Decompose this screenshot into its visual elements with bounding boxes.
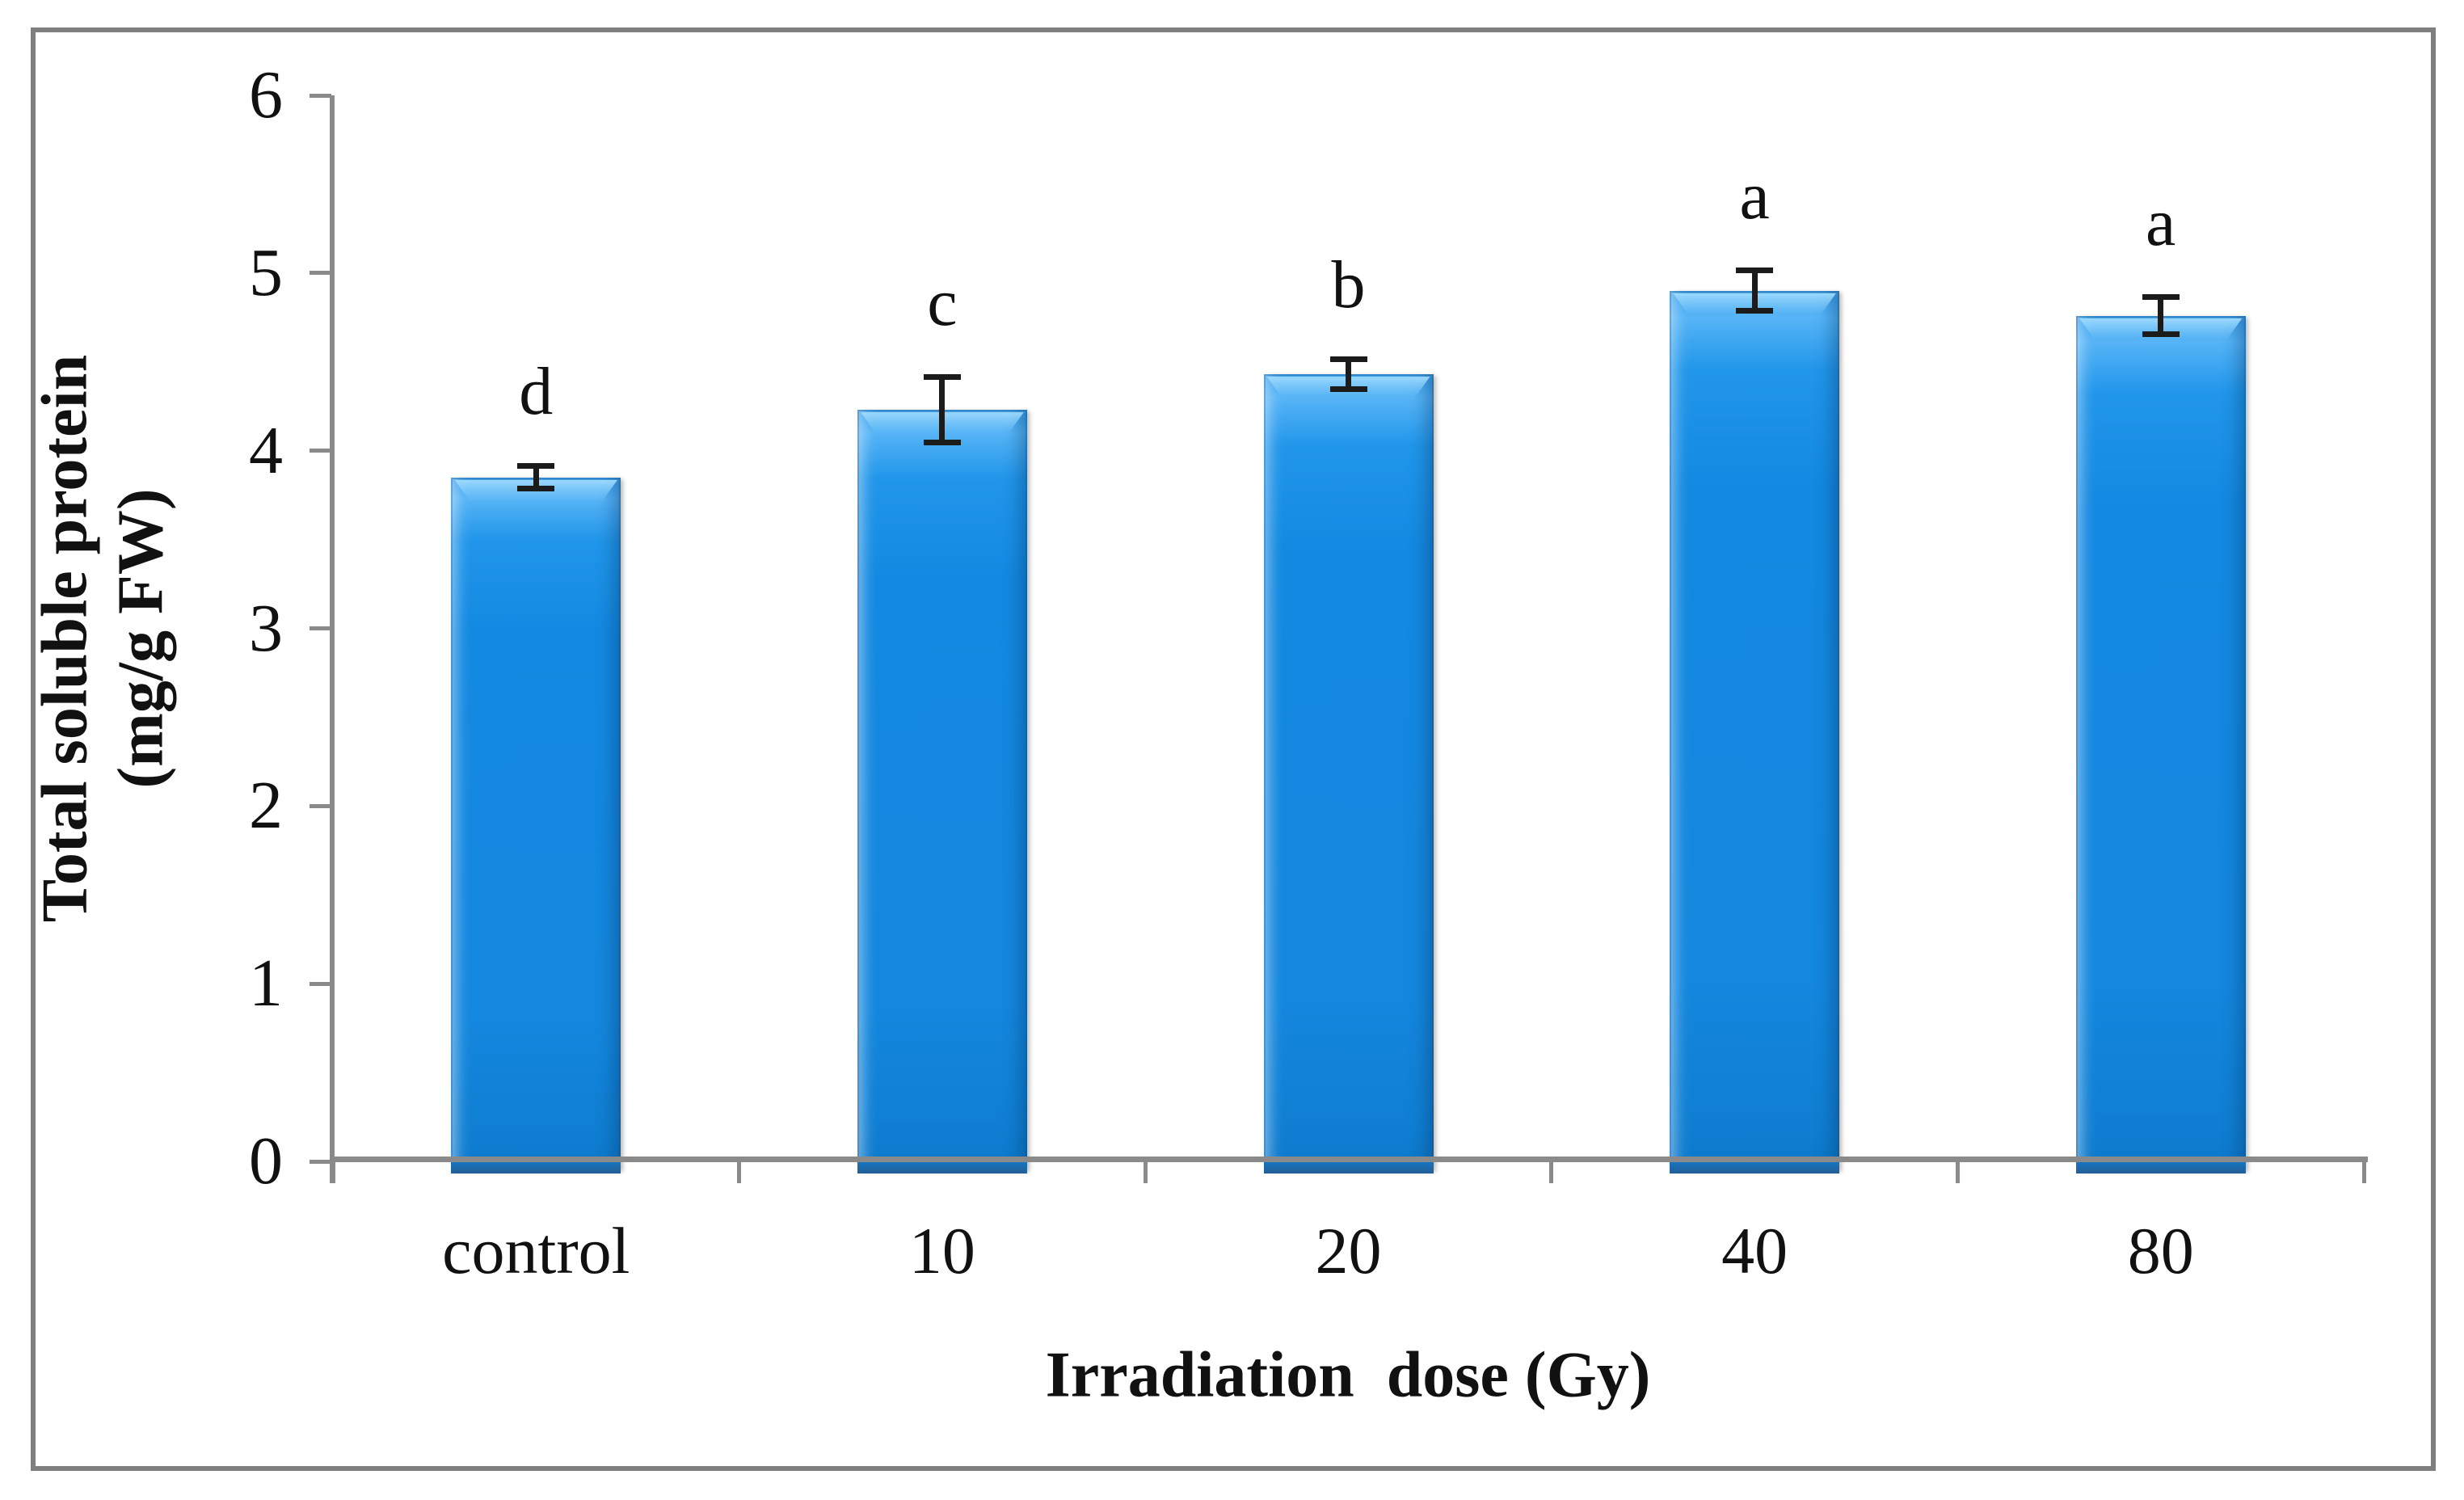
y-axis-tick	[310, 981, 331, 986]
bar-80	[2075, 315, 2246, 1174]
error-bar-cap	[923, 440, 961, 446]
bar-control	[451, 477, 621, 1174]
figure-border	[31, 27, 2436, 1471]
significance-letter-c: c	[927, 265, 958, 341]
error-bar-control	[517, 463, 555, 492]
y-axis-tick	[310, 449, 331, 453]
error-bar-line	[1346, 356, 1351, 393]
error-bar-cap	[517, 463, 555, 470]
y-tick-label: 4	[249, 412, 283, 488]
x-axis-tick	[1549, 1161, 1554, 1183]
y-tick-label: 2	[249, 768, 283, 844]
x-category-label-40: 40	[1721, 1214, 1788, 1287]
error-bar-cap	[1329, 356, 1367, 363]
y-axis-tick	[310, 803, 331, 808]
error-bar-cap	[1736, 268, 1774, 274]
x-axis-title: Irradiation dose (Gy)	[1045, 1339, 1651, 1411]
error-bar-cap	[923, 374, 961, 381]
error-bar-line	[939, 374, 946, 446]
error-bar-cap	[1736, 308, 1774, 314]
x-category-label-10: 10	[908, 1214, 975, 1287]
x-axis-tick	[737, 1161, 742, 1183]
y-axis-tick	[310, 271, 331, 276]
y-tick-label: 6	[249, 57, 283, 133]
y-axis-title-line1: Total soluble protein	[29, 354, 101, 923]
bar-20	[1263, 374, 1434, 1173]
error-bar-20	[1329, 356, 1367, 393]
bar-40	[1670, 290, 1840, 1174]
x-category-label-20: 20	[1315, 1214, 1382, 1287]
x-category-label-80: 80	[2127, 1214, 2194, 1287]
y-axis-title-line2: (mg/g FW)	[106, 488, 177, 789]
y-tick-label: 1	[249, 946, 283, 1022]
error-bar-line	[533, 463, 539, 492]
y-tick-label: 0	[249, 1123, 283, 1199]
error-bar-80	[2142, 294, 2180, 337]
error-bar-40	[1736, 268, 1774, 314]
y-tick-label: 5	[249, 234, 283, 310]
error-bar-line	[1751, 268, 1758, 314]
error-bar-line	[2158, 294, 2164, 337]
significance-letter-a: a	[2146, 185, 2176, 261]
x-axis-line	[330, 1157, 2368, 1162]
y-axis-tick	[310, 626, 331, 630]
y-tick-label: 3	[249, 590, 283, 666]
significance-letter-b: b	[1331, 247, 1366, 323]
error-bar-cap	[1329, 386, 1367, 393]
significance-letter-a: a	[1739, 158, 1770, 234]
error-bar-cap	[517, 486, 555, 492]
x-category-label-control: control	[442, 1214, 630, 1287]
bar-10	[857, 410, 1027, 1173]
y-axis-line	[330, 95, 335, 1183]
error-bar-cap	[2142, 331, 2180, 337]
y-axis-tick	[310, 1159, 331, 1164]
error-bar-10	[923, 374, 961, 446]
error-bar-cap	[2142, 294, 2180, 301]
x-axis-tick	[1955, 1161, 1960, 1183]
x-axis-tick	[2361, 1161, 2366, 1183]
x-axis-tick	[1143, 1161, 1148, 1183]
y-axis-title: Total soluble protein (mg/g FW)	[27, 355, 180, 922]
significance-letter-d: d	[519, 354, 554, 430]
x-axis-tick	[331, 1161, 335, 1183]
y-axis-tick	[310, 93, 331, 98]
